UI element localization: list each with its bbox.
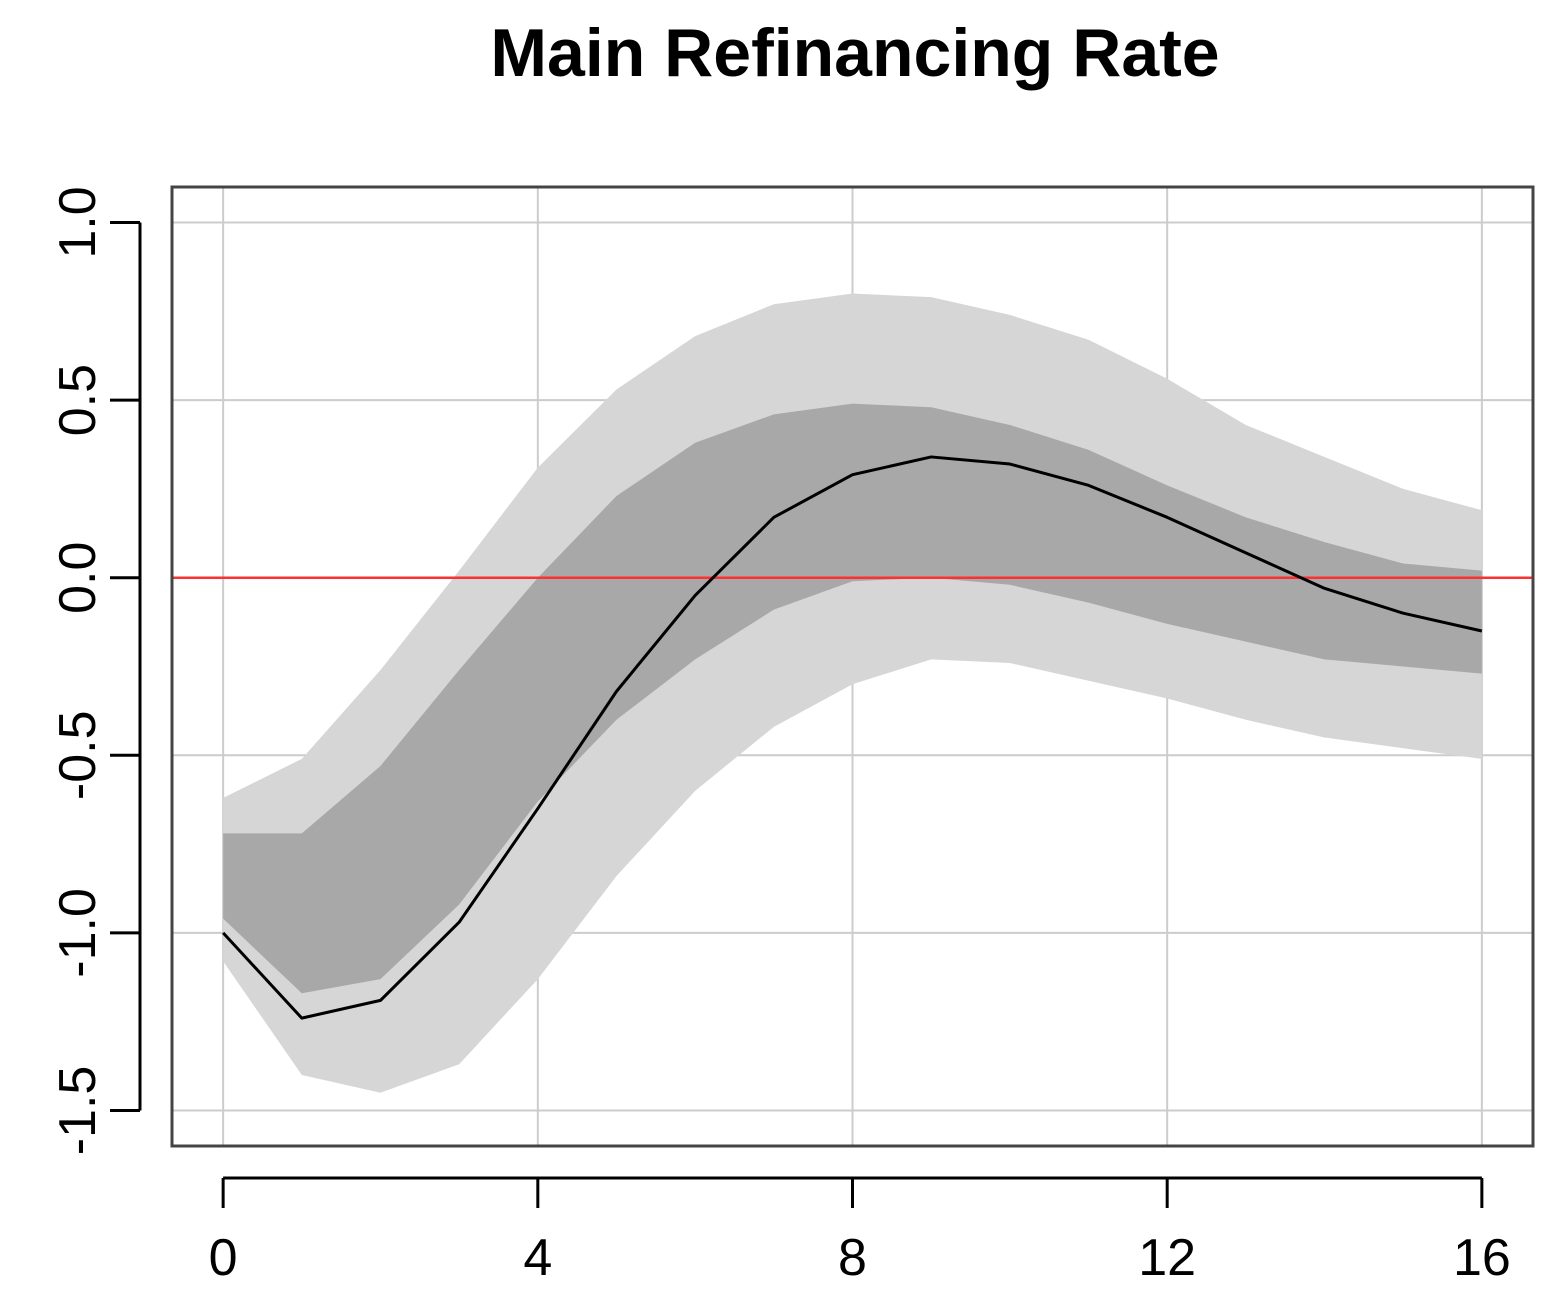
x-tick-label: 4	[523, 1229, 552, 1287]
y-tick-label: -1.5	[49, 1066, 107, 1156]
plot-frame	[170, 185, 1535, 1148]
x-tick-label: 12	[1138, 1229, 1196, 1287]
y-tick-label: 0.0	[49, 542, 107, 614]
x-tick-label: 0	[209, 1229, 238, 1287]
y-tick-label: 0.5	[49, 364, 107, 436]
chart-title: Main Refinancing Rate	[490, 15, 1220, 91]
y-tick-label: -1.0	[49, 888, 107, 978]
y-axis: -1.5 -1.0 -0.5 0.0 0.5 1.0	[49, 186, 142, 1156]
x-axis: 0 4 8 12 16	[209, 1176, 1511, 1287]
confidence-band-inner	[223, 403, 1482, 994]
x-tick-label: 16	[1453, 1229, 1511, 1287]
y-tick-label: -0.5	[49, 710, 107, 800]
y-tick-label: 1.0	[49, 186, 107, 258]
series-line-0	[222, 455, 1483, 1020]
confidence-bands	[223, 293, 1482, 1093]
impulse-response-line	[222, 455, 1483, 1020]
x-tick-label: 8	[838, 1229, 867, 1287]
